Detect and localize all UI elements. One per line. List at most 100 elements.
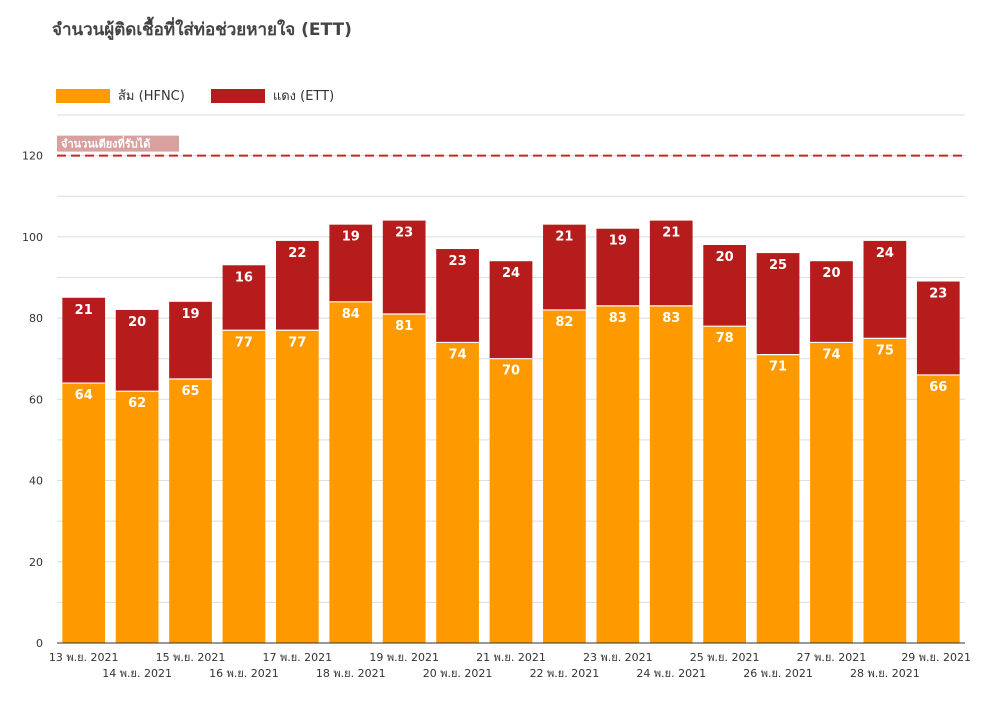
bar-ett [275,240,319,331]
bar-hfnc [596,305,640,643]
bar-ett [222,265,266,331]
bar-ett [596,228,640,306]
bar-label-ett: 21 [662,226,680,241]
y-tick-label: 120 [22,150,43,163]
x-tick-label: 26 พ.ย. 2021 [743,667,813,680]
bar-label-ett: 20 [822,266,840,281]
bar-ett [863,240,907,339]
bar-ett [62,297,106,384]
x-tick-label: 23 พ.ย. 2021 [583,651,653,664]
bar-label-hfnc: 84 [342,307,360,322]
x-tick-label: 16 พ.ย. 2021 [209,667,279,680]
x-tick-label: 28 พ.ย. 2021 [850,667,920,680]
bar-hfnc [756,354,800,643]
bar-label-ett: 19 [609,234,627,249]
bar-hfnc [649,305,693,643]
bar-ett [756,253,800,355]
bar-hfnc [382,314,426,643]
bar-label-ett: 21 [555,230,573,245]
bar-label-hfnc: 74 [449,347,467,362]
x-tick-label: 20 พ.ย. 2021 [423,667,493,680]
bar-hfnc [810,342,853,643]
bar-label-ett: 25 [769,258,787,273]
x-tick-label: 29 พ.ย. 2021 [901,651,971,664]
legend-swatch-ett [210,88,265,103]
bar-hfnc [436,342,479,643]
x-tick-label: 24 พ.ย. 2021 [636,667,706,680]
bar-label-hfnc: 75 [876,343,894,358]
bar-hfnc [543,309,586,643]
x-tick-label: 14 พ.ย. 2021 [102,667,172,680]
bar-label-ett: 19 [181,307,199,322]
x-tick-label: 22 พ.ย. 2021 [530,667,600,680]
bar-label-hfnc: 82 [555,315,573,330]
bar-ett [489,261,533,359]
bar-label-hfnc: 77 [235,335,253,350]
x-tick-label: 19 พ.ย. 2021 [369,651,439,664]
bar-ett [169,301,212,379]
bar-label-hfnc: 81 [395,319,413,334]
bar-label-ett: 16 [235,270,253,285]
y-tick-label: 60 [29,393,43,406]
bar-ett [436,249,479,343]
bar-label-ett: 22 [288,246,306,261]
bar-label-ett: 24 [502,266,520,281]
bar-label-hfnc: 70 [502,364,520,379]
y-tick-label: 20 [29,556,43,569]
bar-ett [916,281,960,375]
legend: ส้ม (HFNC) แดง (ETT) [56,85,334,106]
x-tick-label: 25 พ.ย. 2021 [690,651,760,664]
bar-ett [810,261,853,343]
bar-label-ett: 21 [75,303,93,318]
bar-label-ett: 20 [128,315,146,330]
bar-ett [329,224,373,302]
bar-label-hfnc: 77 [288,335,306,350]
legend-swatch-hfnc [56,88,110,103]
bar-hfnc [62,383,106,643]
y-tick-label: 40 [29,475,43,488]
bar-label-ett: 19 [342,230,360,245]
chart-title: จำนวนผู้ติดเชื้อที่ใส่ท่อช่วยหายใจ (ETT) [52,20,352,40]
bar-hfnc [222,330,266,643]
bar-hfnc [916,374,960,643]
legend-label-hfnc: ส้ม (HFNC) [118,89,185,104]
y-tick-label: 0 [36,637,43,650]
bar-label-hfnc: 66 [929,380,947,395]
bar-hfnc [489,358,533,643]
bar-hfnc [329,301,373,643]
bar-hfnc [169,379,212,643]
x-tick-label: 21 พ.ย. 2021 [476,651,546,664]
bar-label-ett: 20 [716,250,734,265]
x-tick-label: 18 พ.ย. 2021 [316,667,386,680]
bar-label-ett: 23 [395,226,413,241]
x-tick-label: 13 พ.ย. 2021 [49,651,119,664]
x-tick-label: 27 พ.ย. 2021 [797,651,867,664]
bar-label-hfnc: 83 [662,311,680,326]
bar-label-ett: 23 [929,287,947,302]
bar-hfnc [115,391,159,643]
bar-ett [703,244,747,327]
bar-hfnc [703,326,747,643]
bar-label-ett: 24 [876,246,894,261]
bar-ett [115,309,159,392]
bar-hfnc [275,330,319,643]
bar-ett [649,220,693,306]
bar-label-hfnc: 64 [75,388,93,403]
bar-ett [543,224,586,310]
legend-item-hfnc[interactable]: ส้ม (HFNC) [56,85,185,106]
bar-label-hfnc: 74 [822,347,840,362]
bar-label-hfnc: 83 [609,311,627,326]
bar-label-hfnc: 62 [128,396,146,411]
bar-label-hfnc: 78 [716,331,734,346]
x-tick-label: 17 พ.ย. 2021 [263,651,333,664]
legend-item-ett[interactable]: แดง (ETT) [210,85,334,106]
reference-label-bg [57,135,179,152]
x-tick-label: 15 พ.ย. 2021 [156,651,226,664]
bar-ett [382,220,426,315]
bar-label-hfnc: 71 [769,360,787,375]
bar-hfnc [863,338,907,643]
bar-label-hfnc: 65 [181,384,199,399]
y-tick-label: 80 [29,312,43,325]
bar-label-ett: 23 [449,254,467,269]
